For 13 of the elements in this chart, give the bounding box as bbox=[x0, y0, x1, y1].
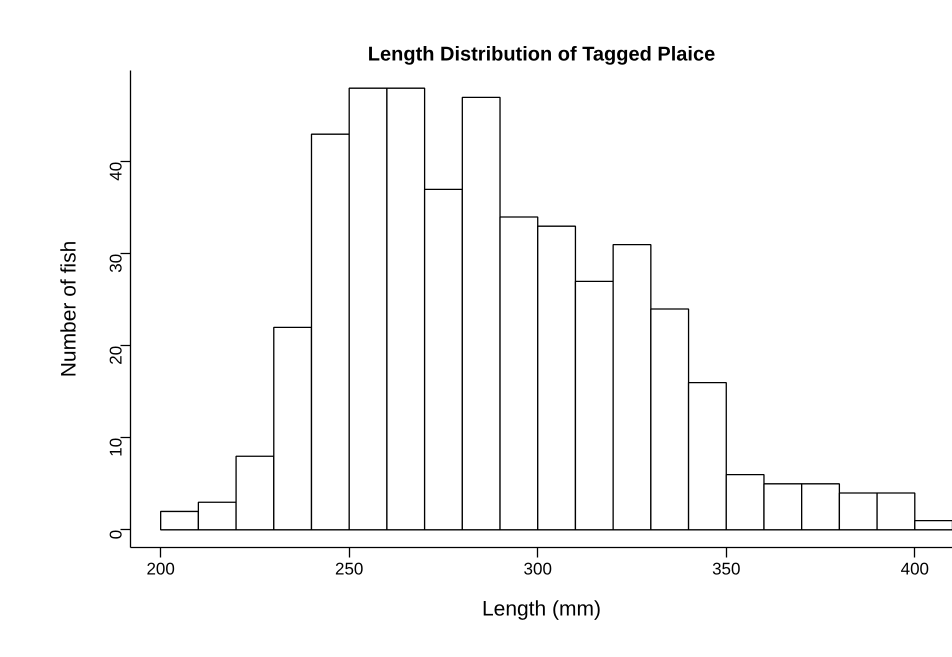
x-tick-label: 350 bbox=[712, 560, 740, 578]
y-tick-label: 30 bbox=[106, 254, 126, 273]
y-axis-title: Number of fish bbox=[58, 240, 80, 378]
chart-title: Length Distribution of Tagged Plaice bbox=[368, 44, 716, 66]
x-tick-label: 400 bbox=[900, 560, 929, 578]
y-tick-label: 40 bbox=[106, 162, 126, 181]
y-tick-label: 0 bbox=[106, 530, 126, 540]
y-tick-label: 20 bbox=[106, 346, 126, 365]
y-tick-label: 10 bbox=[106, 438, 126, 457]
x-tick-label: 250 bbox=[335, 560, 364, 578]
x-axis-title: Length (mm) bbox=[482, 598, 602, 620]
x-tick-label: 300 bbox=[524, 560, 552, 578]
x-tick-label: 200 bbox=[146, 560, 175, 578]
